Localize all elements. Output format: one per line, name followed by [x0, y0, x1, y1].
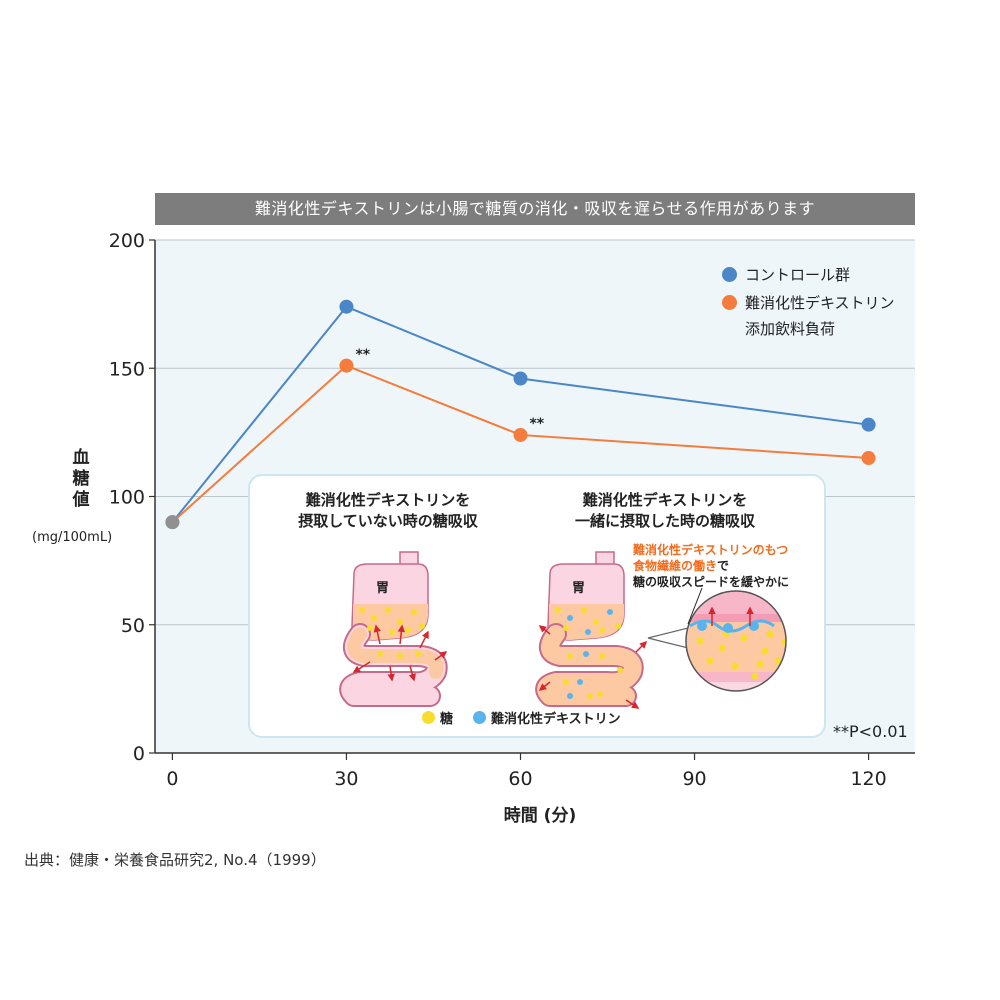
dextrin-particle: [583, 651, 589, 657]
sugar-particle: [756, 660, 764, 668]
data-point-series-0-x-120: [861, 417, 876, 432]
sugar-particle: [563, 625, 569, 631]
note-pointer: [687, 587, 703, 625]
x-axis-title: 時間 (分): [503, 806, 577, 826]
x-tick-label: 30: [334, 768, 358, 790]
stomach-label-right: 胃: [572, 581, 585, 596]
dextrin-dot-icon: [473, 711, 487, 724]
control-dot-icon: [722, 266, 737, 282]
sugar-particle: [587, 693, 593, 699]
inset-heading-left: 難消化性デキストリンを 摂取していない時の糖吸収: [298, 491, 478, 530]
sugar-particle: [706, 657, 714, 665]
data-point-series-0-x-30: [339, 299, 354, 314]
intestine-contents-left: [347, 627, 444, 679]
legend-item-dextrin: 難消化性デキストリン: [722, 288, 895, 316]
legend: コントロール群 難消化性デキストリン 添加飲料負荷: [722, 260, 895, 342]
source-citation: 出典：健康・栄養食品研究2, No.4（1999）: [24, 851, 326, 869]
y-tick-label: 150: [109, 358, 145, 380]
sugar-particle: [617, 667, 623, 673]
y-tick-label: 50: [121, 615, 145, 637]
sugar-particle: [718, 644, 726, 652]
inset-legend-sugar: 糖: [440, 712, 454, 727]
x-tick-label: 120: [850, 768, 886, 790]
stomach-label-left: 胃: [376, 581, 389, 596]
sugar-particle: [397, 653, 403, 659]
dextrin-particle: [567, 693, 573, 699]
sugar-particle: [377, 651, 383, 657]
sugar-particle: [419, 623, 425, 629]
y-axis-unit: (mg/100mL): [32, 530, 113, 545]
legend-item-control: コントロール群: [722, 260, 895, 288]
axes: [149, 239, 915, 760]
sugar-particle: [563, 679, 569, 685]
dextrin-particle: [567, 615, 573, 621]
data-point-series-1-x-0: [165, 515, 180, 530]
dextrin-dot-icon: [722, 294, 737, 310]
significance-mark-30: **: [355, 346, 371, 363]
y-axis-title: 血 糖 値: [72, 448, 90, 510]
inset-legend: 糖 難消化性デキストリン: [422, 708, 621, 727]
sugar-particle: [385, 607, 391, 613]
dextrin-particle: [697, 621, 707, 631]
inset-legend-dextrin: 難消化性デキストリン: [491, 712, 621, 727]
sugar-particle: [615, 623, 621, 629]
sugar-particle: [359, 607, 365, 613]
intestine-without-dextrin: 胃: [339, 551, 448, 707]
absorption-illustration-panel: 難消化性デキストリンを 摂取していない時の糖吸収 難消化性デキストリンを 一緒に…: [248, 474, 826, 738]
sugar-particle: [367, 625, 373, 631]
sugar-particle: [555, 607, 561, 613]
sugar-dot-icon: [422, 711, 435, 724]
sugar-particle: [371, 615, 377, 621]
intestine-with-dextrin: 胃: [535, 551, 787, 709]
x-tick-labels: 0 30 60 90 120: [166, 768, 886, 790]
legend-label-dextrin: 難消化性デキストリン: [745, 293, 895, 312]
sugar-particle: [774, 657, 782, 665]
sugar-particle: [740, 634, 748, 642]
sugar-particle: [593, 619, 599, 625]
y-tick-labels: 0 50 100 150 200: [109, 230, 145, 765]
series-line-0: [171, 305, 869, 523]
sugar-particle: [751, 672, 759, 680]
sugar-particle: [405, 627, 411, 633]
sugar-particle: [731, 662, 739, 670]
sugar-particle: [781, 638, 786, 646]
dextrin-effect-note: 難消化性デキストリンのもつ 食物繊維の働きで 糖の吸収スピードを緩やかに: [633, 543, 790, 589]
dextrin-particle: [577, 679, 583, 685]
sugar-particle: [766, 630, 774, 638]
series-line-1: [171, 364, 869, 523]
sugar-particle: [761, 647, 769, 655]
sugar-particle: [567, 653, 573, 659]
sugar-particle: [599, 653, 605, 659]
series-group: [165, 299, 876, 530]
digestive-illustration: 胃 胃: [339, 551, 787, 709]
magnified-intestine-wall: [685, 590, 787, 692]
sugar-particle: [597, 691, 603, 697]
legend-label-control: コントロール群: [745, 265, 851, 284]
y-tick-label: 100: [109, 487, 145, 509]
chart-title-banner: 難消化性デキストリンは小腸で糖質の消化・吸収を遅らせる作用があります: [155, 193, 915, 225]
data-point-series-1-x-30: [339, 358, 354, 373]
dextrin-particle: [607, 609, 613, 615]
sugar-particle: [389, 629, 395, 635]
y-tick-label: 200: [109, 230, 145, 252]
data-point-series-1-x-120: [861, 451, 876, 466]
sugar-particle: [411, 609, 417, 615]
stomach-contents-right: [549, 604, 624, 640]
x-tick-label: 60: [508, 768, 532, 790]
y-tick-label: 0: [133, 743, 145, 765]
p-value-note: **P<0.01: [833, 722, 908, 741]
sugar-particle: [696, 637, 704, 645]
data-point-series-1-x-60: [513, 427, 528, 442]
legend-label-dextrin-2: 添加飲料負荷: [745, 320, 836, 338]
sugar-particle: [397, 619, 403, 625]
dextrin-particle: [585, 629, 591, 635]
inset-heading-right: 難消化性デキストリンを 一緒に摂取した時の糖吸収: [574, 491, 755, 530]
sugar-particle: [599, 627, 605, 633]
sugar-particle: [415, 651, 421, 657]
x-tick-label: 90: [682, 768, 706, 790]
significance-mark-60: **: [529, 415, 545, 432]
data-point-series-0-x-60: [513, 371, 528, 386]
sugar-particle: [581, 607, 587, 613]
x-tick-label: 0: [166, 768, 178, 790]
